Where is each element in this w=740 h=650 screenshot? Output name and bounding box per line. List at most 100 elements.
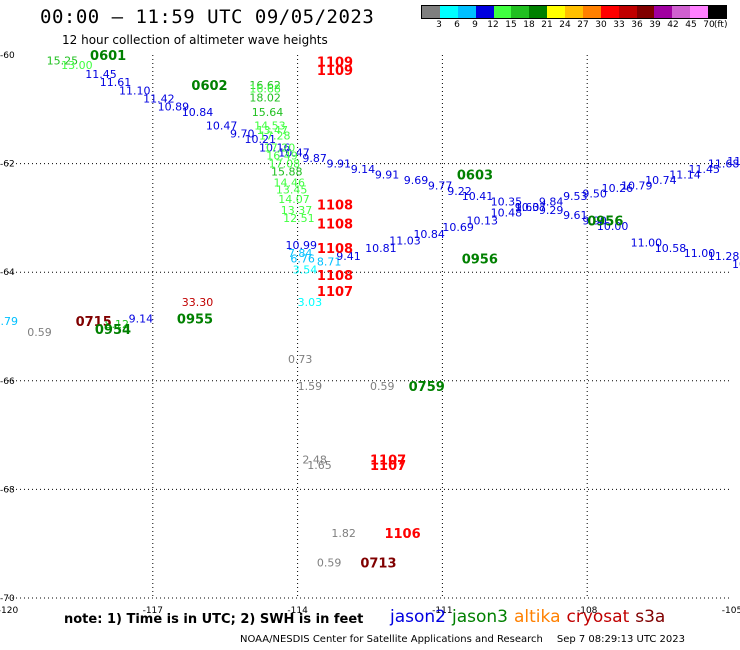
swh-value: 9.53 (563, 190, 588, 203)
y-tick-label: -60 (0, 51, 15, 61)
color-swatch (475, 6, 494, 18)
color-scale-swatches (421, 5, 727, 19)
swh-value: 15.64 (252, 106, 284, 119)
swh-value: 11.42 (143, 92, 175, 105)
swh-value: 13.45 (276, 184, 308, 197)
swh-value: 11.45 (689, 163, 721, 176)
swh-value: 10.41 (462, 190, 494, 203)
swh-value: 17.28 (259, 129, 291, 142)
color-swatch (565, 6, 583, 18)
swh-labels: 15.2513.0011.4511.6111.1011.4210.8910.84… (0, 54, 740, 569)
swh-value: 10.89 (158, 101, 190, 114)
swh-value: 9.14 (351, 163, 376, 176)
swh-value: 10.13 (467, 215, 499, 228)
swh-value: 11.03 (389, 235, 421, 248)
color-swatch (672, 6, 691, 18)
pass-time-label: 1108 (317, 269, 353, 284)
color-swatch (582, 6, 601, 18)
pass-time-label: 1109 (317, 56, 353, 71)
color-swatch (529, 6, 548, 18)
swh-value: 1.59 (298, 380, 323, 393)
swh-value: 11.45 (85, 68, 117, 81)
swh-value: 11.31 (727, 155, 740, 168)
swh-value: 14.53 (254, 120, 286, 133)
color-swatch (636, 6, 655, 18)
pass-time-label: 1108 (317, 217, 353, 232)
swh-value: 13.00 (61, 59, 93, 72)
swh-value: 9.60 (515, 201, 540, 214)
swh-value: 15.88 (271, 166, 303, 179)
swh-value: 10.79 (621, 179, 653, 192)
swh-value: 10.84 (732, 258, 740, 271)
color-scale-label: (ft) (713, 20, 728, 30)
swh-value: 9.29 (539, 204, 564, 217)
color-scale-label: 9 (472, 20, 478, 30)
swh-value: 9.69 (404, 174, 429, 187)
swh-value: 18.02 (249, 91, 280, 104)
swh-value: 10.81 (365, 242, 397, 255)
page-title: 00:00 – 11:59 UTC 09/05/2023 (40, 6, 375, 28)
credit-text: NOAA/NESDIS Center for Satellite Applica… (240, 634, 543, 645)
y-tick-label: -62 (0, 160, 15, 170)
color-scale-label: 70 (703, 20, 715, 30)
color-scale-label: 6 (454, 20, 460, 30)
page-subtitle: 12 hour collection of altimeter wave hei… (62, 33, 328, 47)
swh-value: 10.58 (655, 242, 687, 255)
y-tick-label: -70 (0, 594, 15, 604)
swh-value: 9.77 (428, 179, 453, 192)
footer-credit: NOAA/NESDIS Center for Satellite Applica… (240, 634, 685, 645)
legend-entry-altika: altika (514, 607, 561, 627)
pass-time-label: 0715 (76, 315, 112, 330)
swh-value: 9.22 (447, 185, 472, 198)
swh-value: 7.84 (288, 247, 313, 260)
swh-value: 11.28 (708, 250, 740, 263)
swh-value: 3.03 (298, 296, 323, 309)
color-swatch (654, 6, 673, 18)
swh-value: 1.65 (307, 459, 332, 472)
legend-entry-jason3: jason3 (452, 607, 508, 627)
swh-value: 16.62 (249, 79, 280, 92)
pass-time-label: 0602 (191, 79, 227, 94)
swh-value: 0.59 (370, 380, 395, 393)
satellite-legend: jason2 jason3 altika cryosat s3a (390, 607, 671, 627)
swh-value: 16.68 (249, 83, 280, 96)
swh-value: 11.00 (631, 236, 663, 249)
footer-note: note: 1) Time is in UTC; 2) SWH is in fe… (64, 612, 364, 627)
swh-value: 10.84 (182, 106, 214, 119)
color-scale-label: 3 (436, 20, 442, 30)
swh-value: 9.61 (563, 209, 588, 222)
color-scale: 3 6 9 12 15 18 21 24 27 30 33 36 39 42 45 70 (ft) (421, 5, 727, 33)
swh-value: 17.08 (269, 158, 301, 171)
swh-value: 9.84 (539, 196, 564, 209)
color-scale-label: 24 (559, 20, 571, 30)
color-scale-label: 36 (631, 20, 643, 30)
pass-time-label: 0954 (95, 323, 131, 338)
legend-entry-s3a: s3a (635, 607, 666, 627)
swh-value: 17.20 (264, 141, 296, 154)
time-labels: 0601060211091109060309560956060406051108… (76, 49, 624, 572)
swh-value: 13.47 (257, 124, 289, 137)
swh-value: 10.37 (515, 201, 547, 214)
color-swatch (547, 6, 565, 18)
swh-value: 9.87 (302, 152, 327, 165)
swh-value: 10.69 (442, 221, 474, 234)
swh-value: 0.59 (27, 326, 52, 339)
swh-value: 13.37 (281, 204, 313, 217)
color-scale-label: 45 (685, 20, 697, 30)
color-scale-label: 15 (505, 20, 517, 30)
legend-entry-cryosat: cryosat (566, 607, 630, 627)
swh-value: 9.50 (582, 187, 607, 200)
pass-time-label: 1108 (317, 242, 353, 257)
pass-time-label: 1108 (317, 198, 353, 213)
swh-value: 8.12 (105, 318, 129, 331)
swh-value: 2.48 (302, 454, 327, 467)
x-tick-label: -108 (577, 606, 598, 616)
color-scale-label: 18 (523, 20, 535, 30)
color-swatch (600, 6, 619, 18)
color-scale-label: 30 (595, 20, 607, 30)
color-swatch (493, 6, 512, 18)
swh-value: 9.90 (582, 215, 607, 228)
pass-time-label: 0713 (360, 557, 396, 572)
color-swatch (457, 6, 476, 18)
